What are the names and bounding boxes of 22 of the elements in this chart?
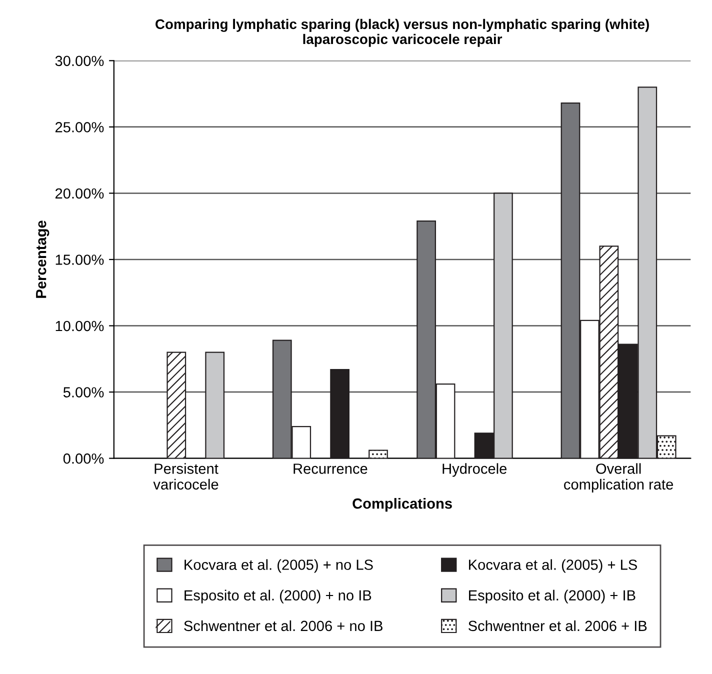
legend-label: Esposito et al. (2000) + IB (469, 590, 636, 604)
bar (205, 352, 225, 458)
legend-label: Esposito et al. (2000) + no IB (184, 590, 372, 604)
legend-label: Kocvara et al. (2005) + no LS (184, 559, 373, 573)
y-tick-label: 10.00% (56, 320, 104, 332)
y-tick-label: 0.00% (63, 453, 104, 464)
y-tick-label: 15.00% (56, 254, 104, 265)
bar (330, 368, 350, 458)
chart-title: Comparing lymphatic sparing (black) versus non-lymphatic sparing (white) laparoscopic varicocele repair (156, 18, 649, 47)
legend-label: Schwentner et al. 2006 + no IB (184, 620, 382, 632)
y-tick-label: 5.00% (63, 387, 104, 398)
x-tick-label: Overall complication rate (564, 463, 674, 492)
y-tick-label: 30.00% (55, 56, 104, 66)
legend-label: Kocvara et al. (2005) + LS (469, 559, 637, 573)
x-tick-label: Hydrocele (442, 463, 507, 477)
y-tick-label: 25.00% (55, 122, 104, 132)
y-tick-label: 20.00% (55, 188, 104, 199)
x-axis-title: Complications (352, 498, 452, 512)
x-tick-label: Persistent varicocele (153, 463, 218, 490)
y-axis-title: Percentage (36, 220, 50, 298)
legend-label: Schwentner et al. 2006 + IB (468, 620, 647, 632)
x-tick-label: Recurrence (294, 464, 368, 474)
